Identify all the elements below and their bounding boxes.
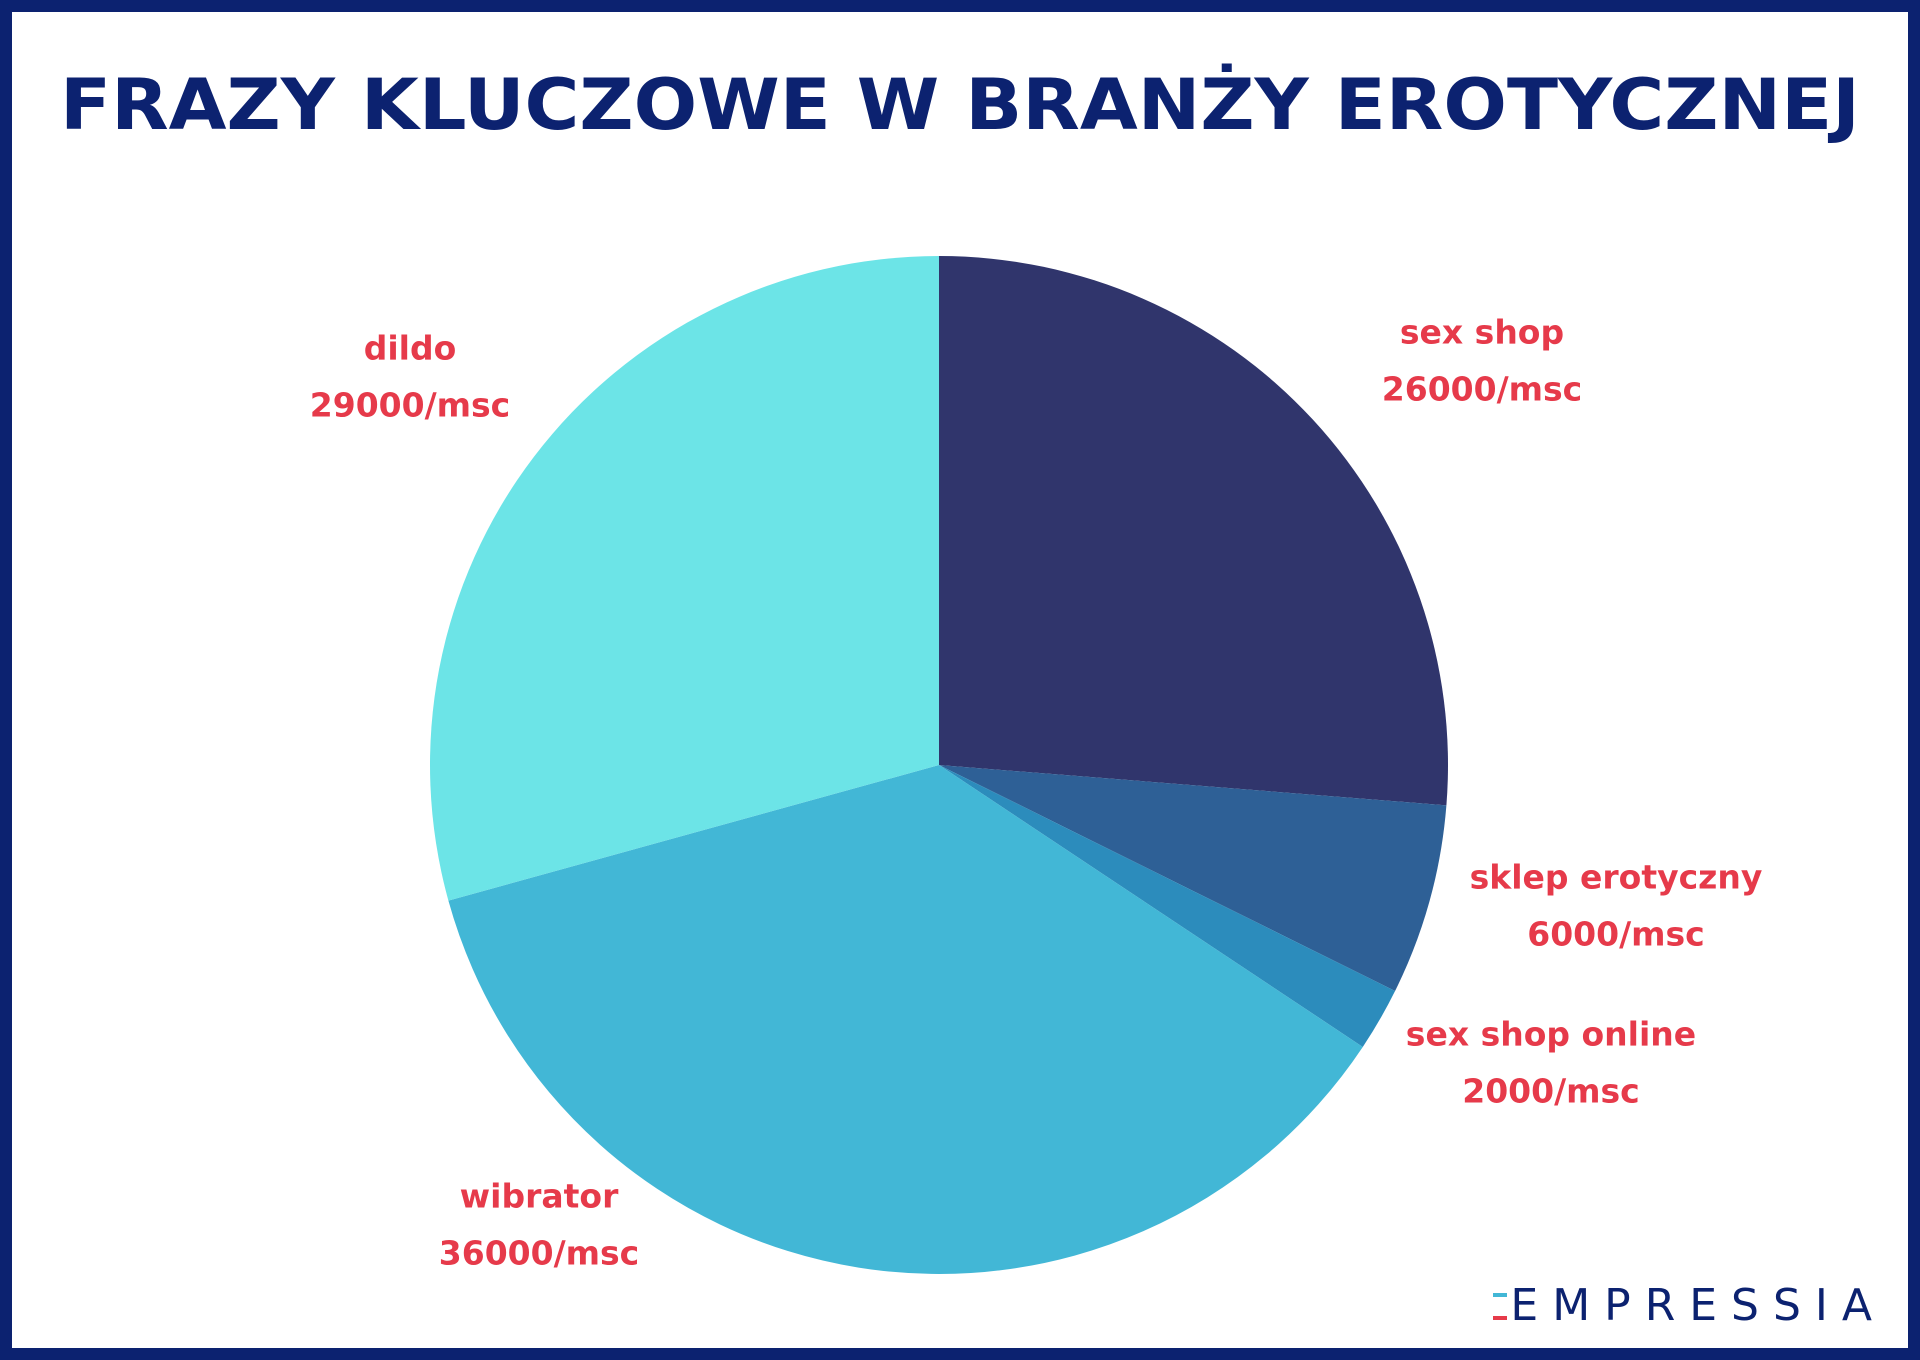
value-label: 36000/msc [439,1234,639,1273]
slice-label: sex shop [1400,313,1564,352]
value-label: 26000/msc [1382,370,1582,409]
pie-slice [939,765,1447,992]
slice-label: sex shop online [1406,1015,1696,1054]
pie-slice [448,765,1363,1274]
pie-slice [939,765,1396,1047]
pie-slice [429,256,939,901]
chart-title: FRAZY KLUCZOWE W BRANŻY EROTYCZNEJ [60,64,1860,146]
value-label: 6000/msc [1527,915,1705,954]
logo: EMPRESSIA [1510,1280,1886,1331]
pie-slice [939,256,1448,806]
value-label: 2000/msc [1462,1072,1640,1111]
slice-label: wibrator [460,1177,619,1216]
slice-label: sklep erotyczny [1470,858,1763,897]
logo-dash [1493,1293,1507,1297]
value-label: 29000/msc [310,386,510,425]
logo-dash [1493,1316,1507,1320]
slice-label: dildo [364,329,457,368]
